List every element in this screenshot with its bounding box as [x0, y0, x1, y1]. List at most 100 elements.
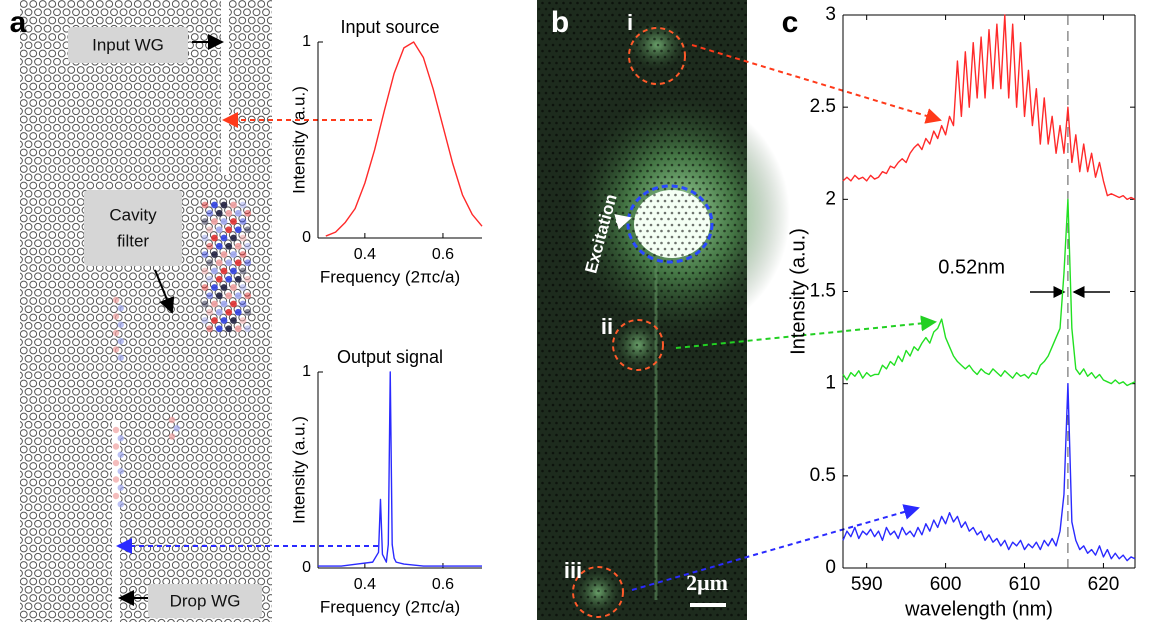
field-dot [112, 476, 120, 483]
field-dot [225, 242, 233, 250]
field-dot [230, 201, 237, 209]
field-dot [215, 259, 223, 267]
y-tick-label: 2.5 [810, 96, 836, 117]
field-dot [206, 209, 214, 217]
field-dot [206, 292, 214, 300]
field-dot [201, 234, 209, 242]
field-dot [244, 226, 252, 234]
field-dot [239, 317, 247, 324]
field-dot [201, 284, 209, 291]
field-dot [206, 325, 214, 333]
field-dot [234, 292, 242, 300]
field-dot [225, 292, 233, 300]
x-axis-label: Frequency (2πc/a) [320, 267, 460, 286]
field-dot [211, 201, 218, 209]
field-dot [225, 275, 233, 283]
field-dot [220, 267, 228, 275]
y-tick-label: 0 [302, 229, 311, 246]
y-tick-label: 1 [825, 373, 836, 394]
field-dot [215, 226, 223, 234]
x-tick-label: 0.4 [354, 576, 376, 593]
field-dot [112, 346, 120, 353]
field-dot [211, 251, 218, 258]
x-tick-label: 620 [1088, 574, 1120, 595]
spot-circle [572, 566, 624, 618]
chart-title: Output signal [337, 347, 443, 367]
label-box [148, 584, 262, 618]
label-box [68, 27, 188, 63]
field-dot [112, 459, 120, 467]
field-dot [220, 300, 228, 308]
field-dot [168, 433, 176, 440]
field-dot [220, 251, 228, 258]
field-dot [234, 259, 242, 267]
field-dot [201, 317, 209, 324]
field-dot [244, 292, 252, 300]
field-dot [234, 308, 242, 316]
field-dot [244, 325, 252, 333]
spot-label: ii [601, 314, 613, 339]
field-dot [112, 443, 120, 450]
field-dot [230, 218, 237, 225]
field-dot [234, 226, 242, 234]
field-dot [239, 267, 247, 275]
panel-label: b [551, 6, 569, 39]
field-dot [239, 218, 247, 225]
field-dot [211, 284, 218, 291]
field-dot [117, 354, 124, 361]
field-dot [239, 234, 247, 242]
spot-circle [628, 27, 686, 85]
cavity-field [112, 201, 252, 508]
arrow [691, 44, 942, 124]
field-dot [230, 234, 237, 242]
field-dot [173, 425, 180, 432]
field-dot [239, 251, 247, 258]
field-dot [234, 325, 242, 333]
scale-bar-label: 2μm [686, 570, 728, 595]
spot-circle [612, 319, 664, 371]
field-dot [112, 426, 120, 434]
field-dot [234, 242, 242, 250]
x-tick-label: 590 [851, 574, 883, 595]
field-dot [117, 501, 124, 508]
field-dot [230, 267, 237, 275]
field-dot [230, 300, 237, 308]
x-tick-label: 610 [1009, 574, 1041, 595]
arrow [631, 504, 920, 591]
linewidth-label: 0.52nm [938, 256, 1005, 278]
spot-label: iii [564, 558, 582, 583]
field-dot [220, 284, 228, 291]
field-dot [244, 259, 252, 267]
field-dot [201, 251, 209, 258]
field-dot [206, 226, 214, 234]
field-dot [230, 284, 237, 291]
field-dot [117, 321, 124, 328]
field-dot [234, 275, 242, 283]
spot-label: i [627, 10, 633, 35]
x-axis-label: Frequency (2πc/a) [320, 597, 460, 616]
field-dot [117, 305, 124, 312]
field-dot [117, 468, 124, 475]
field-dot [201, 267, 209, 275]
field-dot [206, 275, 214, 283]
y-tick-label: 0 [302, 559, 311, 576]
panel-label: a [10, 6, 27, 39]
field-dot [117, 338, 124, 345]
field-dot [239, 300, 247, 308]
field-dot [220, 218, 228, 225]
x-tick-label: 0.6 [432, 246, 454, 263]
field-dot [112, 296, 120, 304]
field-dot [230, 251, 237, 258]
field-dot [220, 201, 228, 209]
field-dot [244, 275, 252, 283]
field-dot [117, 435, 124, 442]
x-axis-label: wavelength (nm) [904, 598, 1053, 620]
field-dot [206, 242, 214, 250]
y-tick-label: 1 [302, 33, 311, 50]
field-dot [215, 325, 223, 333]
field-dot [225, 308, 233, 316]
y-tick-label: 0.5 [810, 465, 836, 486]
x-tick-label: 600 [930, 574, 962, 595]
